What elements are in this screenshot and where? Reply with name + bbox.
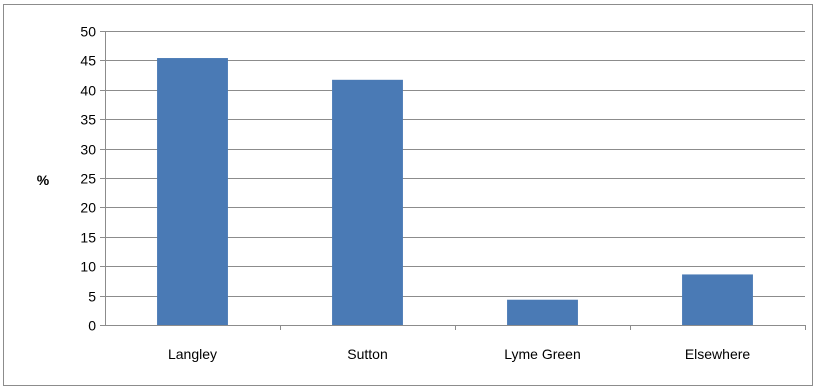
y-tick-label: 40 (80, 83, 96, 99)
y-tick-label: 20 (80, 200, 96, 216)
axes (100, 31, 806, 330)
bar-lyme-green (507, 299, 578, 325)
x-tick-labels: Langley Sutton Lyme Green Elsewhere (168, 346, 750, 362)
y-tick-label: 5 (88, 289, 96, 305)
y-tick-label: 25 (80, 171, 96, 187)
x-tick-label: Elsewhere (685, 346, 751, 362)
x-tick-label: Lyme Green (504, 346, 581, 362)
y-tick-label: 50 (80, 24, 96, 40)
x-tick-label: Sutton (347, 346, 387, 362)
y-tick-label: 45 (80, 53, 96, 69)
x-tick-label: Langley (168, 346, 217, 362)
y-tick-label: 0 (88, 318, 96, 334)
y-tick-labels: 0 5 10 15 20 25 30 35 40 45 50 (80, 24, 96, 334)
y-tick-label: 10 (80, 259, 96, 275)
chart-frame (3, 4, 813, 386)
bar-elsewhere (682, 274, 753, 325)
y-axis-title: % (37, 172, 50, 188)
y-tick-label: 15 (80, 230, 96, 246)
y-tick-label: 35 (80, 112, 96, 128)
bar-langley (157, 58, 228, 325)
y-tick-label: 30 (80, 142, 96, 158)
bar-sutton (332, 79, 403, 325)
bars (157, 58, 753, 325)
